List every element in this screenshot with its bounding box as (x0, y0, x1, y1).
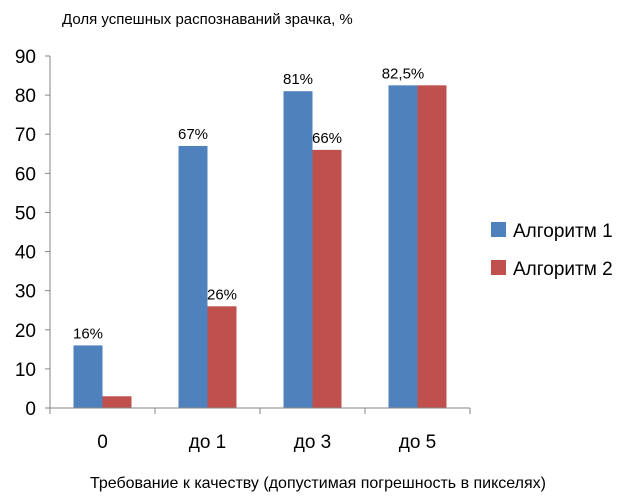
bar-2 (417, 85, 447, 408)
data-label: 26% (207, 286, 237, 303)
y-tick-label: 90 (15, 47, 36, 68)
legend: Алгоритм 1 Алгоритм 2 (491, 221, 613, 280)
legend-label: Алгоритм 1 (513, 221, 613, 242)
bar-1 (388, 85, 418, 408)
y-tick-label: 50 (15, 203, 36, 224)
y-tick-label: 70 (15, 125, 36, 146)
legend-swatch (491, 260, 506, 275)
data-label: 81% (283, 71, 313, 88)
bar-2 (207, 306, 237, 408)
bar-2 (312, 149, 342, 408)
data-label: 67% (178, 126, 208, 143)
y-tick-label: 20 (15, 321, 36, 342)
y-tick-label: 80 (15, 86, 36, 107)
data-label: 16% (73, 325, 103, 342)
bar-2 (102, 396, 132, 408)
bar-1 (73, 345, 103, 408)
x-tick-label: до 5 (399, 432, 437, 453)
y-tick-label: 60 (15, 164, 36, 185)
chart-title: Доля успешных распознаваний зрачка, % (62, 11, 353, 28)
data-label: 82,5% (382, 65, 425, 82)
bar-1 (178, 145, 208, 408)
x-axis-label: Требование к качеству (допустимая погреш… (90, 475, 546, 492)
y-tick-label: 0 (25, 399, 36, 420)
y-tick-label: 40 (15, 243, 36, 264)
x-tick-label: до 1 (189, 432, 227, 453)
x-tick-label: 0 (97, 432, 108, 453)
y-tick-label: 10 (15, 360, 36, 381)
plot-area: 0 10 20 30 40 50 60 70 80 90 16% 0 67% 26% до 1 81% 66% д… (15, 47, 471, 453)
legend-label: Алгоритм 2 (513, 259, 613, 280)
y-tick-label: 30 (15, 282, 36, 303)
legend-swatch (491, 222, 506, 237)
bar-1 (283, 91, 313, 408)
data-label: 66% (312, 130, 342, 147)
x-tick-label: до 3 (294, 432, 332, 453)
